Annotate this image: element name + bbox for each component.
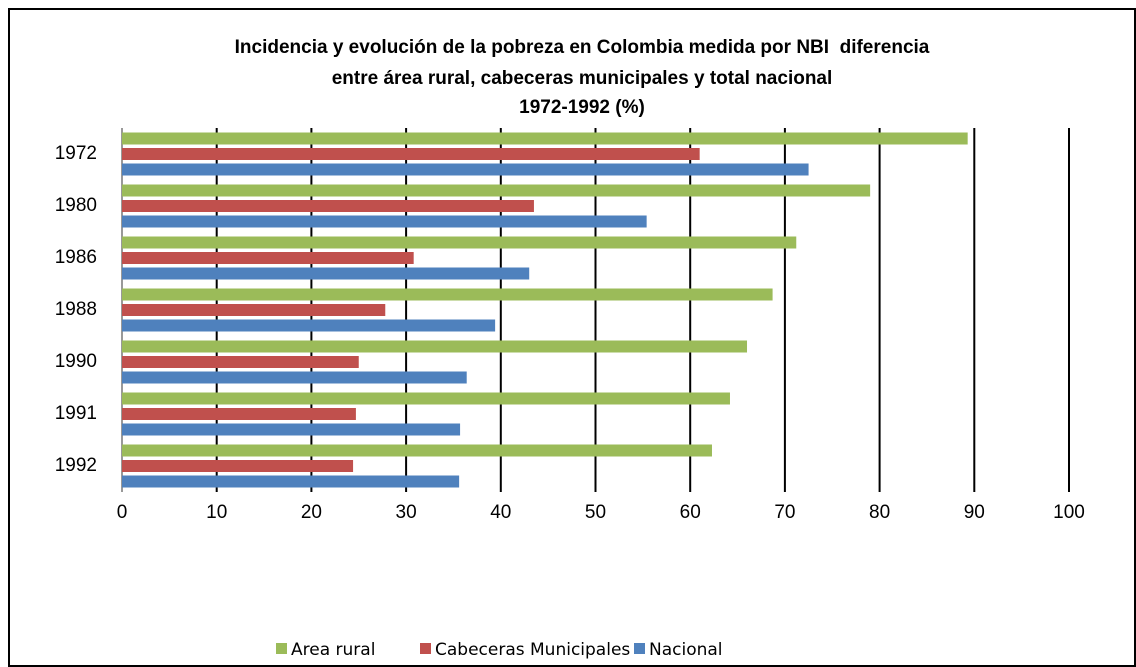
chart-border — [8, 8, 1136, 667]
x-tick-label: 50 — [585, 502, 606, 523]
chart-title: Incidencia y evolución de la pobreza en … — [235, 37, 930, 58]
x-tick-label: 10 — [206, 502, 227, 523]
y-tick-label: 1988 — [55, 299, 97, 320]
bar — [122, 200, 534, 212]
bar — [122, 236, 797, 249]
legend-swatch — [634, 643, 645, 654]
bar — [122, 288, 773, 301]
bar — [122, 267, 530, 280]
bar — [122, 460, 354, 472]
legend-label: Cabeceras Municipales — [435, 640, 630, 660]
bar — [122, 475, 460, 488]
bar — [122, 319, 496, 332]
bar — [122, 132, 968, 145]
chart-title: 1972-1992 (%) — [519, 97, 645, 118]
legend-label: Nacional — [649, 640, 723, 660]
y-tick-label: 1986 — [55, 247, 97, 268]
y-tick-label: 1972 — [55, 143, 97, 164]
x-tick-label: 80 — [869, 502, 890, 523]
y-tick-label: 1992 — [55, 455, 97, 476]
legend-label: Area rural — [291, 640, 375, 660]
bar — [122, 184, 871, 197]
x-tick-label: 100 — [1053, 502, 1085, 523]
bar — [122, 252, 414, 264]
bar — [122, 148, 700, 160]
bar — [122, 356, 359, 368]
x-tick-label: 70 — [774, 502, 795, 523]
bar — [122, 163, 809, 176]
legend-swatch — [276, 643, 287, 654]
x-tick-label: 40 — [490, 502, 511, 523]
bar — [122, 304, 386, 316]
x-tick-label: 90 — [964, 502, 985, 523]
y-tick-label: 1980 — [55, 195, 97, 216]
bar — [122, 408, 356, 420]
bar — [122, 371, 467, 384]
bar — [122, 392, 730, 405]
bar — [122, 444, 712, 457]
x-tick-label: 60 — [680, 502, 701, 523]
x-tick-label: 0 — [117, 502, 128, 523]
chart-title: entre área rural, cabeceras municipales … — [332, 68, 833, 89]
bar — [122, 340, 748, 353]
bar — [122, 215, 647, 228]
y-tick-label: 1990 — [55, 351, 97, 372]
x-tick-label: 30 — [396, 502, 417, 523]
legend-swatch — [420, 643, 431, 654]
bar — [122, 423, 461, 436]
x-tick-label: 20 — [301, 502, 322, 523]
y-tick-label: 1991 — [55, 403, 97, 424]
